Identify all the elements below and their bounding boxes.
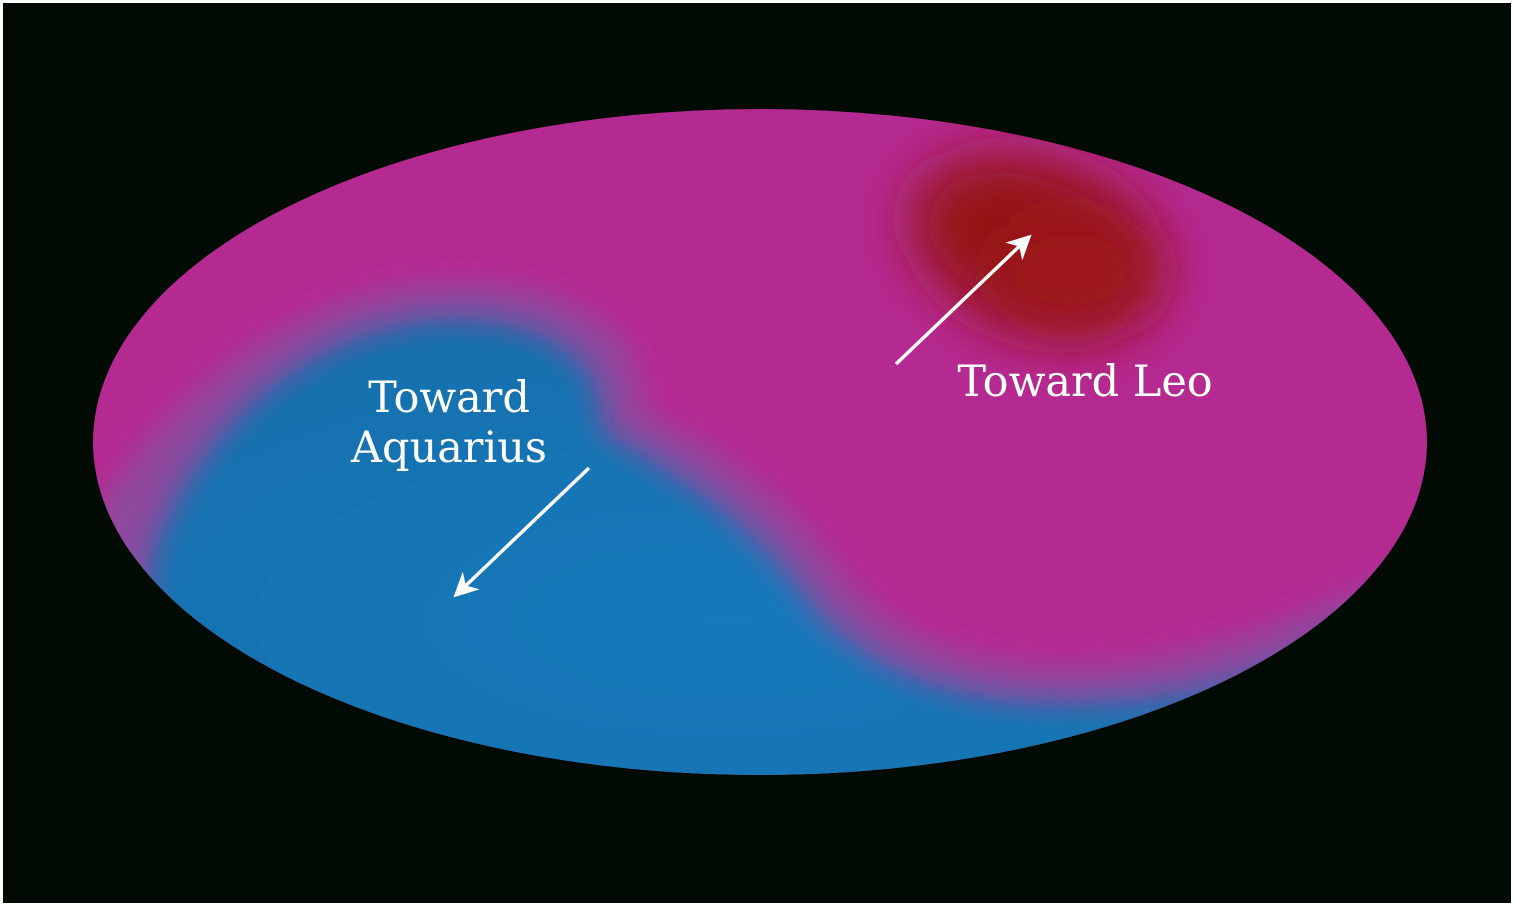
sky-map: Toward Leo Toward Aquarius — [3, 3, 1511, 903]
arrow-toward-leo — [894, 234, 1032, 366]
label-toward-aquarius-line1: Toward — [368, 373, 530, 423]
arrow-toward-aquarius — [453, 466, 591, 598]
cold-region — [150, 319, 1427, 775]
label-toward-aquarius-line2: Aquarius — [350, 423, 547, 473]
label-toward-leo: Toward Leo — [957, 357, 1212, 407]
all-sky-ellipse — [93, 109, 1427, 775]
sky-map-frame: Toward Leo Toward Aquarius — [3, 3, 1511, 903]
